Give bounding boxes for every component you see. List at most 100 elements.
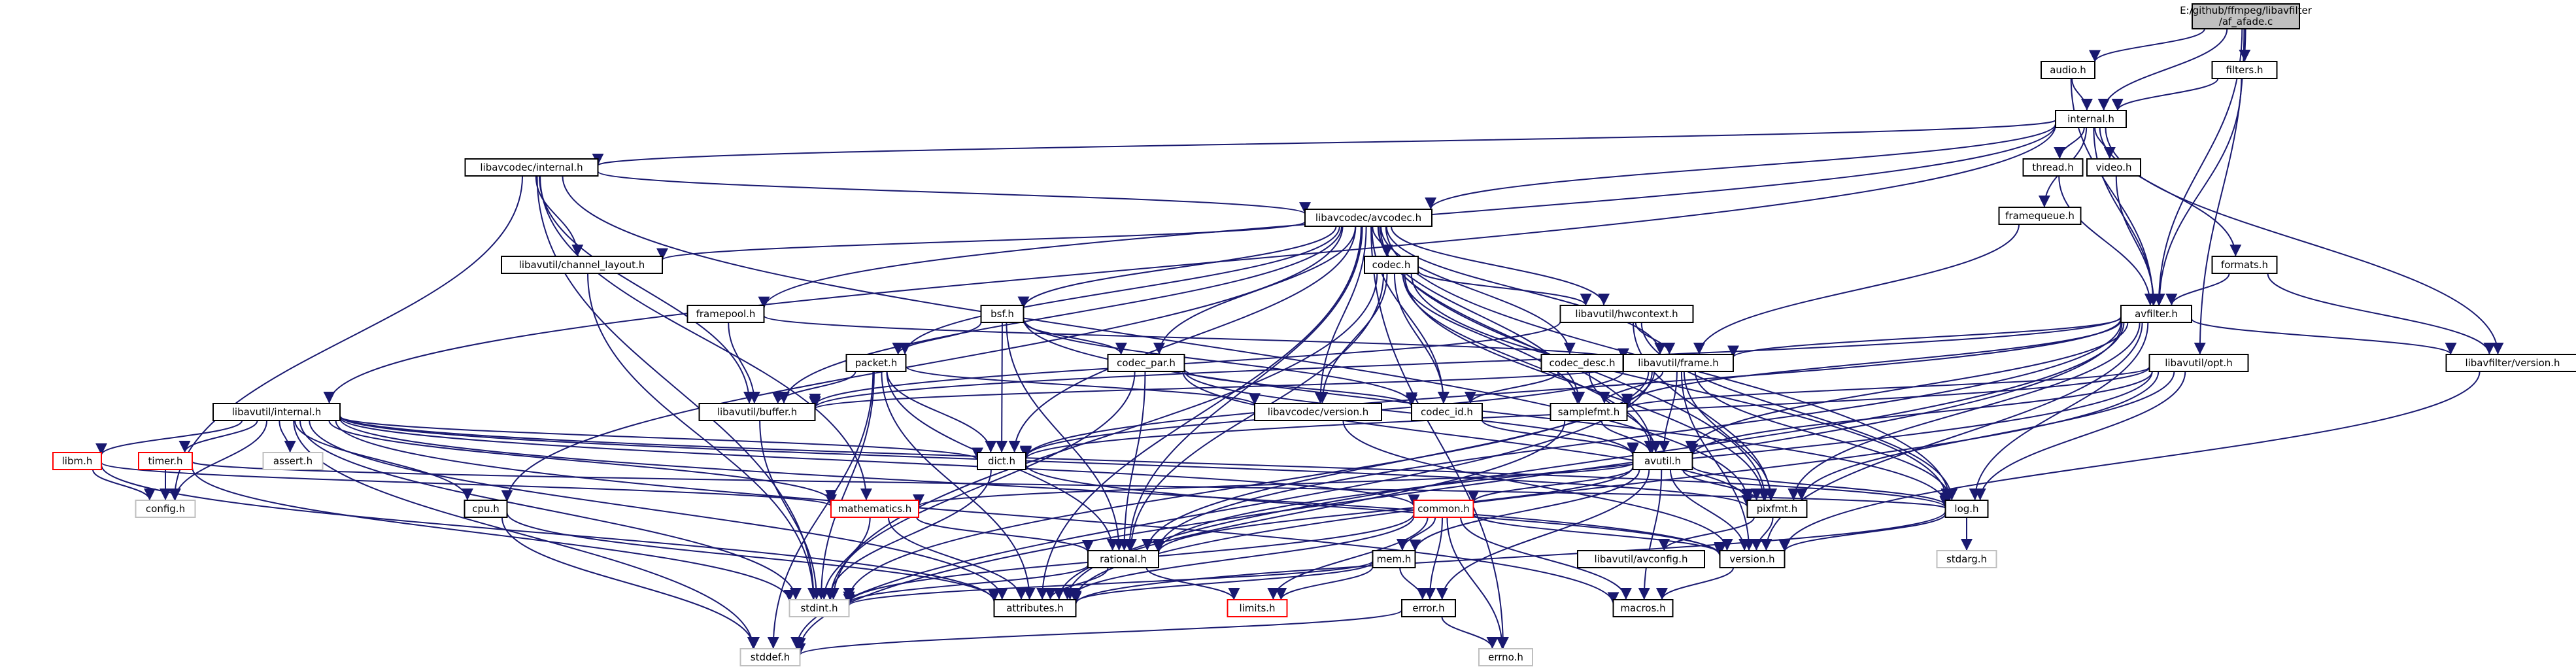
node-audio[interactable]: audio.h	[2041, 61, 2095, 79]
edge-codec-to-samplefmt	[1402, 273, 1584, 404]
node-timer[interactable]: timer.h	[138, 452, 193, 470]
node-errno[interactable]: errno.h	[1478, 648, 1533, 666]
edge-libm-to-mathematics	[101, 462, 837, 507]
node-config[interactable]: config.h	[135, 500, 196, 518]
node-avutil[interactable]: avutil.h	[1632, 452, 1693, 470]
node-mem[interactable]: mem.h	[1372, 550, 1416, 568]
node-error[interactable]: error.h	[1401, 599, 1456, 617]
node-lavc-internal[interactable]: libavcodec/internal.h	[464, 158, 599, 177]
edge-samplefmt-to-attributes	[1053, 420, 1566, 600]
node-codec-desc[interactable]: codec_desc.h	[1540, 354, 1624, 372]
node-attributes[interactable]: attributes.h	[993, 599, 1077, 617]
node-label: formats.h	[2221, 259, 2268, 271]
edge-avutil-to-log	[1691, 465, 1952, 506]
node-internal[interactable]: internal.h	[2055, 110, 2127, 128]
node-framequeue[interactable]: framequeue.h	[1998, 207, 2082, 225]
node-buffer[interactable]: libavutil/buffer.h	[698, 403, 816, 421]
node-label: errno.h	[1488, 651, 1523, 663]
edge-avcodec-to-hwcontext	[1390, 226, 1610, 306]
node-dict[interactable]: dict.h	[977, 452, 1026, 470]
edge-opt-to-log	[1974, 371, 2186, 501]
edge-pixfmt-to-avconfig	[1658, 517, 1755, 551]
node-label: config.h	[146, 503, 185, 515]
edge-packet-to-lavc_version	[905, 366, 1261, 406]
edge-codec_par-to-avutil	[1183, 369, 1639, 456]
node-log[interactable]: log.h	[1944, 500, 1989, 518]
edge-codec_par-to-stdint	[824, 371, 1136, 600]
node-lavc-version[interactable]: libavcodec/version.h	[1254, 403, 1382, 421]
node-frame[interactable]: libavutil/frame.h	[1623, 354, 1734, 372]
node-stdint[interactable]: stdint.h	[788, 599, 850, 617]
node-common[interactable]: common.h	[1413, 500, 1474, 518]
edge-lavu_internal-to-common	[339, 417, 1420, 507]
node-opt[interactable]: libavutil/opt.h	[2148, 354, 2249, 372]
edge-framepool-to-frame	[763, 315, 1629, 361]
edge-internal-to-video	[2094, 127, 2116, 160]
node-limits[interactable]: limits.h	[1227, 599, 1288, 617]
node-root-file[interactable]: E:/github/ffmpeg/libavfilter /af_afade.c	[2180, 3, 2313, 29]
node-label: stdarg.h	[1946, 553, 1987, 565]
node-formats[interactable]: formats.h	[2211, 256, 2278, 274]
node-cpu[interactable]: cpu.h	[464, 500, 508, 518]
edge-libm-to-config	[92, 469, 156, 501]
edge-formats-to-lavf_version	[2267, 273, 2496, 355]
node-label: libavfilter/version.h	[2465, 357, 2560, 369]
edge-packet-to-attributes	[881, 371, 1036, 600]
node-label: codec_desc.h	[1549, 357, 1615, 369]
node-label: framepool.h	[696, 308, 756, 320]
edge-cpu-to-stddef	[501, 517, 760, 649]
node-pixfmt[interactable]: pixfmt.h	[1746, 500, 1808, 518]
node-label: assert.h	[273, 455, 313, 467]
node-libm[interactable]: libm.h	[52, 452, 102, 470]
node-codec[interactable]: codec.h	[1364, 256, 1419, 274]
node-macros[interactable]: macros.h	[1612, 599, 1674, 617]
node-version[interactable]: version.h	[1719, 550, 1786, 568]
node-lavf-version[interactable]: libavfilter/version.h	[2445, 354, 2576, 372]
node-stddef[interactable]: stddef.h	[739, 648, 801, 666]
edge-frame-to-log	[1694, 371, 1956, 501]
edge-dict-to-stdint	[824, 469, 992, 600]
node-avcodec[interactable]: libavcodec/avcodec.h	[1304, 209, 1432, 227]
node-label: version.h	[1729, 553, 1774, 565]
node-label: filters.h	[2226, 64, 2263, 76]
node-codec-id[interactable]: codec_id.h	[1411, 403, 1483, 421]
node-thread[interactable]: thread.h	[2022, 158, 2084, 177]
edge-bsf-to-log	[1023, 318, 1952, 505]
edge-rational-to-attributes	[1044, 567, 1109, 600]
node-label: audio.h	[2050, 64, 2086, 76]
edge-lavu_internal-to-cpu	[294, 420, 473, 501]
edge-internal-to-avcodec	[1425, 124, 2056, 210]
edge-avfilter-to-attributes	[1061, 322, 2125, 600]
node-avfilter[interactable]: avfilter.h	[2120, 305, 2192, 323]
edge-lavf_version-to-version	[1778, 371, 2481, 551]
node-label: bsf.h	[991, 308, 1014, 320]
node-samplefmt[interactable]: samplefmt.h	[1550, 403, 1628, 421]
node-label: avfilter.h	[2135, 308, 2178, 320]
edge-timer-to-log	[192, 461, 1950, 509]
node-framepool[interactable]: framepool.h	[686, 305, 765, 323]
node-video[interactable]: video.h	[2086, 158, 2141, 177]
node-rational[interactable]: rational.h	[1087, 550, 1159, 568]
node-lavu-internal[interactable]: libavutil/internal.h	[212, 403, 341, 421]
edge-root-to-audio	[2089, 28, 2205, 63]
edge-lavc_internal-to-stdint	[536, 175, 820, 600]
node-label: rational.h	[1100, 553, 1147, 565]
node-packet[interactable]: packet.h	[845, 354, 907, 372]
node-chlayout[interactable]: libavutil/channel_layout.h	[501, 256, 663, 274]
edge-buffer-to-stdint	[759, 420, 822, 600]
node-mathematics[interactable]: mathematics.h	[830, 500, 919, 518]
edge-bsf-to-codec_par	[1023, 320, 1127, 355]
node-codec-par[interactable]: codec_par.h	[1107, 354, 1185, 372]
node-filters[interactable]: filters.h	[2211, 61, 2278, 79]
node-stdarg[interactable]: stdarg.h	[1936, 550, 1997, 568]
node-label: pixfmt.h	[1757, 503, 1798, 515]
node-bsf[interactable]: bsf.h	[980, 305, 1025, 323]
edge-lavu_internal-to-libm	[95, 420, 243, 456]
edge-avutil-to-version	[1669, 469, 1751, 551]
node-hwcontext[interactable]: libavutil/hwcontext.h	[1559, 305, 1694, 323]
edge-avutil-to-error	[1436, 469, 1650, 600]
node-avconfig[interactable]: libavutil/avconfig.h	[1577, 550, 1705, 568]
edge-lavc_internal-to-mathematics	[539, 175, 872, 501]
node-assert[interactable]: assert.h	[262, 452, 324, 470]
